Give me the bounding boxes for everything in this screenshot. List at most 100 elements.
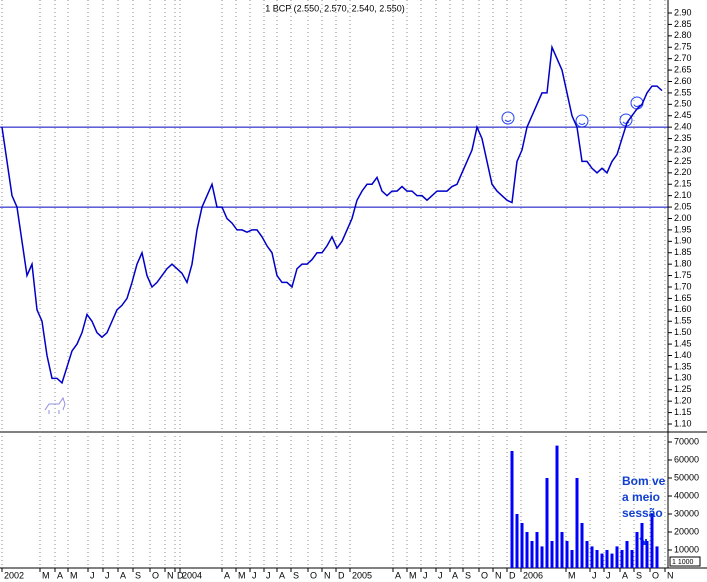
x-tick-label: J bbox=[105, 570, 110, 580]
volume-bar bbox=[650, 514, 654, 568]
y-tick-label: 1.80 bbox=[674, 259, 692, 269]
volume-bar bbox=[630, 550, 634, 568]
volume-bar bbox=[510, 451, 514, 568]
y-tick-label: 1.65 bbox=[674, 293, 692, 303]
y-tick-label: 2.55 bbox=[674, 87, 692, 97]
volume-bar bbox=[520, 523, 524, 568]
y-tick-label: 2.90 bbox=[674, 7, 692, 17]
volume-bar bbox=[550, 541, 554, 568]
y-tick-label: 1.95 bbox=[674, 224, 692, 234]
x-tick-label: J bbox=[592, 570, 597, 580]
unit-box bbox=[669, 556, 701, 567]
smileys bbox=[501, 96, 644, 128]
y-tick-label: 2.50 bbox=[674, 99, 692, 109]
x-tick-label: A bbox=[224, 570, 230, 580]
volume-bar bbox=[560, 532, 564, 568]
x-tick-label: S bbox=[293, 570, 299, 580]
y-tick-label: 60000 bbox=[674, 454, 699, 464]
x-tick-label: N bbox=[495, 570, 502, 580]
volume-bar bbox=[655, 546, 659, 568]
y-tick-label: 2.30 bbox=[674, 144, 692, 154]
x-tick-label: O bbox=[481, 570, 488, 580]
y-tick-label: 1.20 bbox=[674, 396, 692, 406]
y-tick-label: 2.00 bbox=[674, 213, 692, 223]
y-tick-label: 2.05 bbox=[674, 201, 692, 211]
y-tick-label: 1.50 bbox=[674, 327, 692, 337]
y-tick-label: 1.75 bbox=[674, 270, 692, 280]
doodle bbox=[44, 396, 66, 414]
x-tick-label: O bbox=[310, 570, 317, 580]
x-tick-label: 2005 bbox=[352, 570, 372, 580]
y-tick-label: 1.70 bbox=[674, 281, 692, 291]
x-tick-label: A bbox=[622, 570, 628, 580]
volume-bar bbox=[600, 553, 604, 568]
y-tick-label: 70000 bbox=[674, 436, 699, 446]
unit-label: 1 1000 bbox=[672, 559, 694, 566]
x-tick-label: 2006 bbox=[523, 570, 543, 580]
volume-bar bbox=[640, 523, 644, 568]
y-tick-label: 2.85 bbox=[674, 19, 692, 29]
x-tick-label: D bbox=[177, 570, 184, 580]
x-tick-label: N bbox=[324, 570, 331, 580]
y-tick-label: 1.45 bbox=[674, 338, 692, 348]
y-tick-label: 2.45 bbox=[674, 110, 692, 120]
volume-bar bbox=[545, 478, 549, 568]
x-tick-label: A bbox=[57, 570, 63, 580]
volume-bar bbox=[595, 550, 599, 568]
x-tick-label: J bbox=[90, 570, 95, 580]
volume-bar bbox=[535, 532, 539, 568]
x-tick-label: M bbox=[409, 570, 417, 580]
y-tick-label: 2.60 bbox=[674, 76, 692, 86]
volume-bar bbox=[570, 550, 574, 568]
x-tick-label: A bbox=[395, 570, 401, 580]
x-tick-label: O bbox=[652, 570, 659, 580]
y-tick-label: 2.75 bbox=[674, 42, 692, 52]
x-tick-label: S bbox=[135, 570, 141, 580]
x-tick-label: D bbox=[338, 570, 345, 580]
y-tick-label: 1.60 bbox=[674, 304, 692, 314]
x-tick-label: J bbox=[423, 570, 428, 580]
x-tick-label: J bbox=[438, 570, 443, 580]
y-tick-label: 2.15 bbox=[674, 179, 692, 189]
y-tick-label: 2.70 bbox=[674, 53, 692, 63]
annotation: sessão bbox=[622, 506, 663, 520]
volume-bar bbox=[515, 514, 519, 568]
y-tick-label: 2.10 bbox=[674, 190, 692, 200]
y-tick-label: 1.55 bbox=[674, 316, 692, 326]
x-tick-label: D bbox=[509, 570, 516, 580]
volume-bar bbox=[580, 523, 584, 568]
volume-bar bbox=[575, 478, 579, 568]
y-tick-label: 1.90 bbox=[674, 236, 692, 246]
y-tick-label: 2.65 bbox=[674, 64, 692, 74]
x-tick-label: M bbox=[238, 570, 246, 580]
y-tick-label: 10000 bbox=[674, 544, 699, 554]
x-tick-label: N bbox=[167, 570, 174, 580]
price-line bbox=[1, 44, 663, 385]
y-tick-label: 1.85 bbox=[674, 247, 692, 257]
y-tick-label: 1.35 bbox=[674, 361, 692, 371]
y-tick-label: 50000 bbox=[674, 472, 699, 482]
chart-title: 1 BCP (2.550, 2.570, 2.540, 2.550) bbox=[265, 3, 404, 13]
volume-bar bbox=[605, 550, 609, 568]
y-tick-label: 1.40 bbox=[674, 350, 692, 360]
y-tick-label: 1.15 bbox=[674, 407, 692, 417]
x-tick-label: 2002 bbox=[4, 570, 24, 580]
volume-bar bbox=[590, 546, 594, 568]
volume-bar bbox=[555, 445, 559, 568]
y-tick-label: 2.20 bbox=[674, 167, 692, 177]
y-tick-label: 1.25 bbox=[674, 384, 692, 394]
x-tick-label: M bbox=[70, 570, 78, 580]
y-tick-label: 1.30 bbox=[674, 373, 692, 383]
y-tick-label: 2.40 bbox=[674, 122, 692, 132]
y-tick-label: 2.35 bbox=[674, 133, 692, 143]
x-tick-label: M bbox=[42, 570, 50, 580]
y-tick-label: 2.80 bbox=[674, 30, 692, 40]
x-tick-label: J bbox=[266, 570, 271, 580]
volume-bar bbox=[540, 546, 544, 568]
volume-bar bbox=[625, 541, 629, 568]
volume-bar bbox=[530, 541, 534, 568]
x-tick-label: J bbox=[252, 570, 257, 580]
volume-bar bbox=[645, 541, 649, 568]
x-tick-label: O bbox=[152, 570, 159, 580]
